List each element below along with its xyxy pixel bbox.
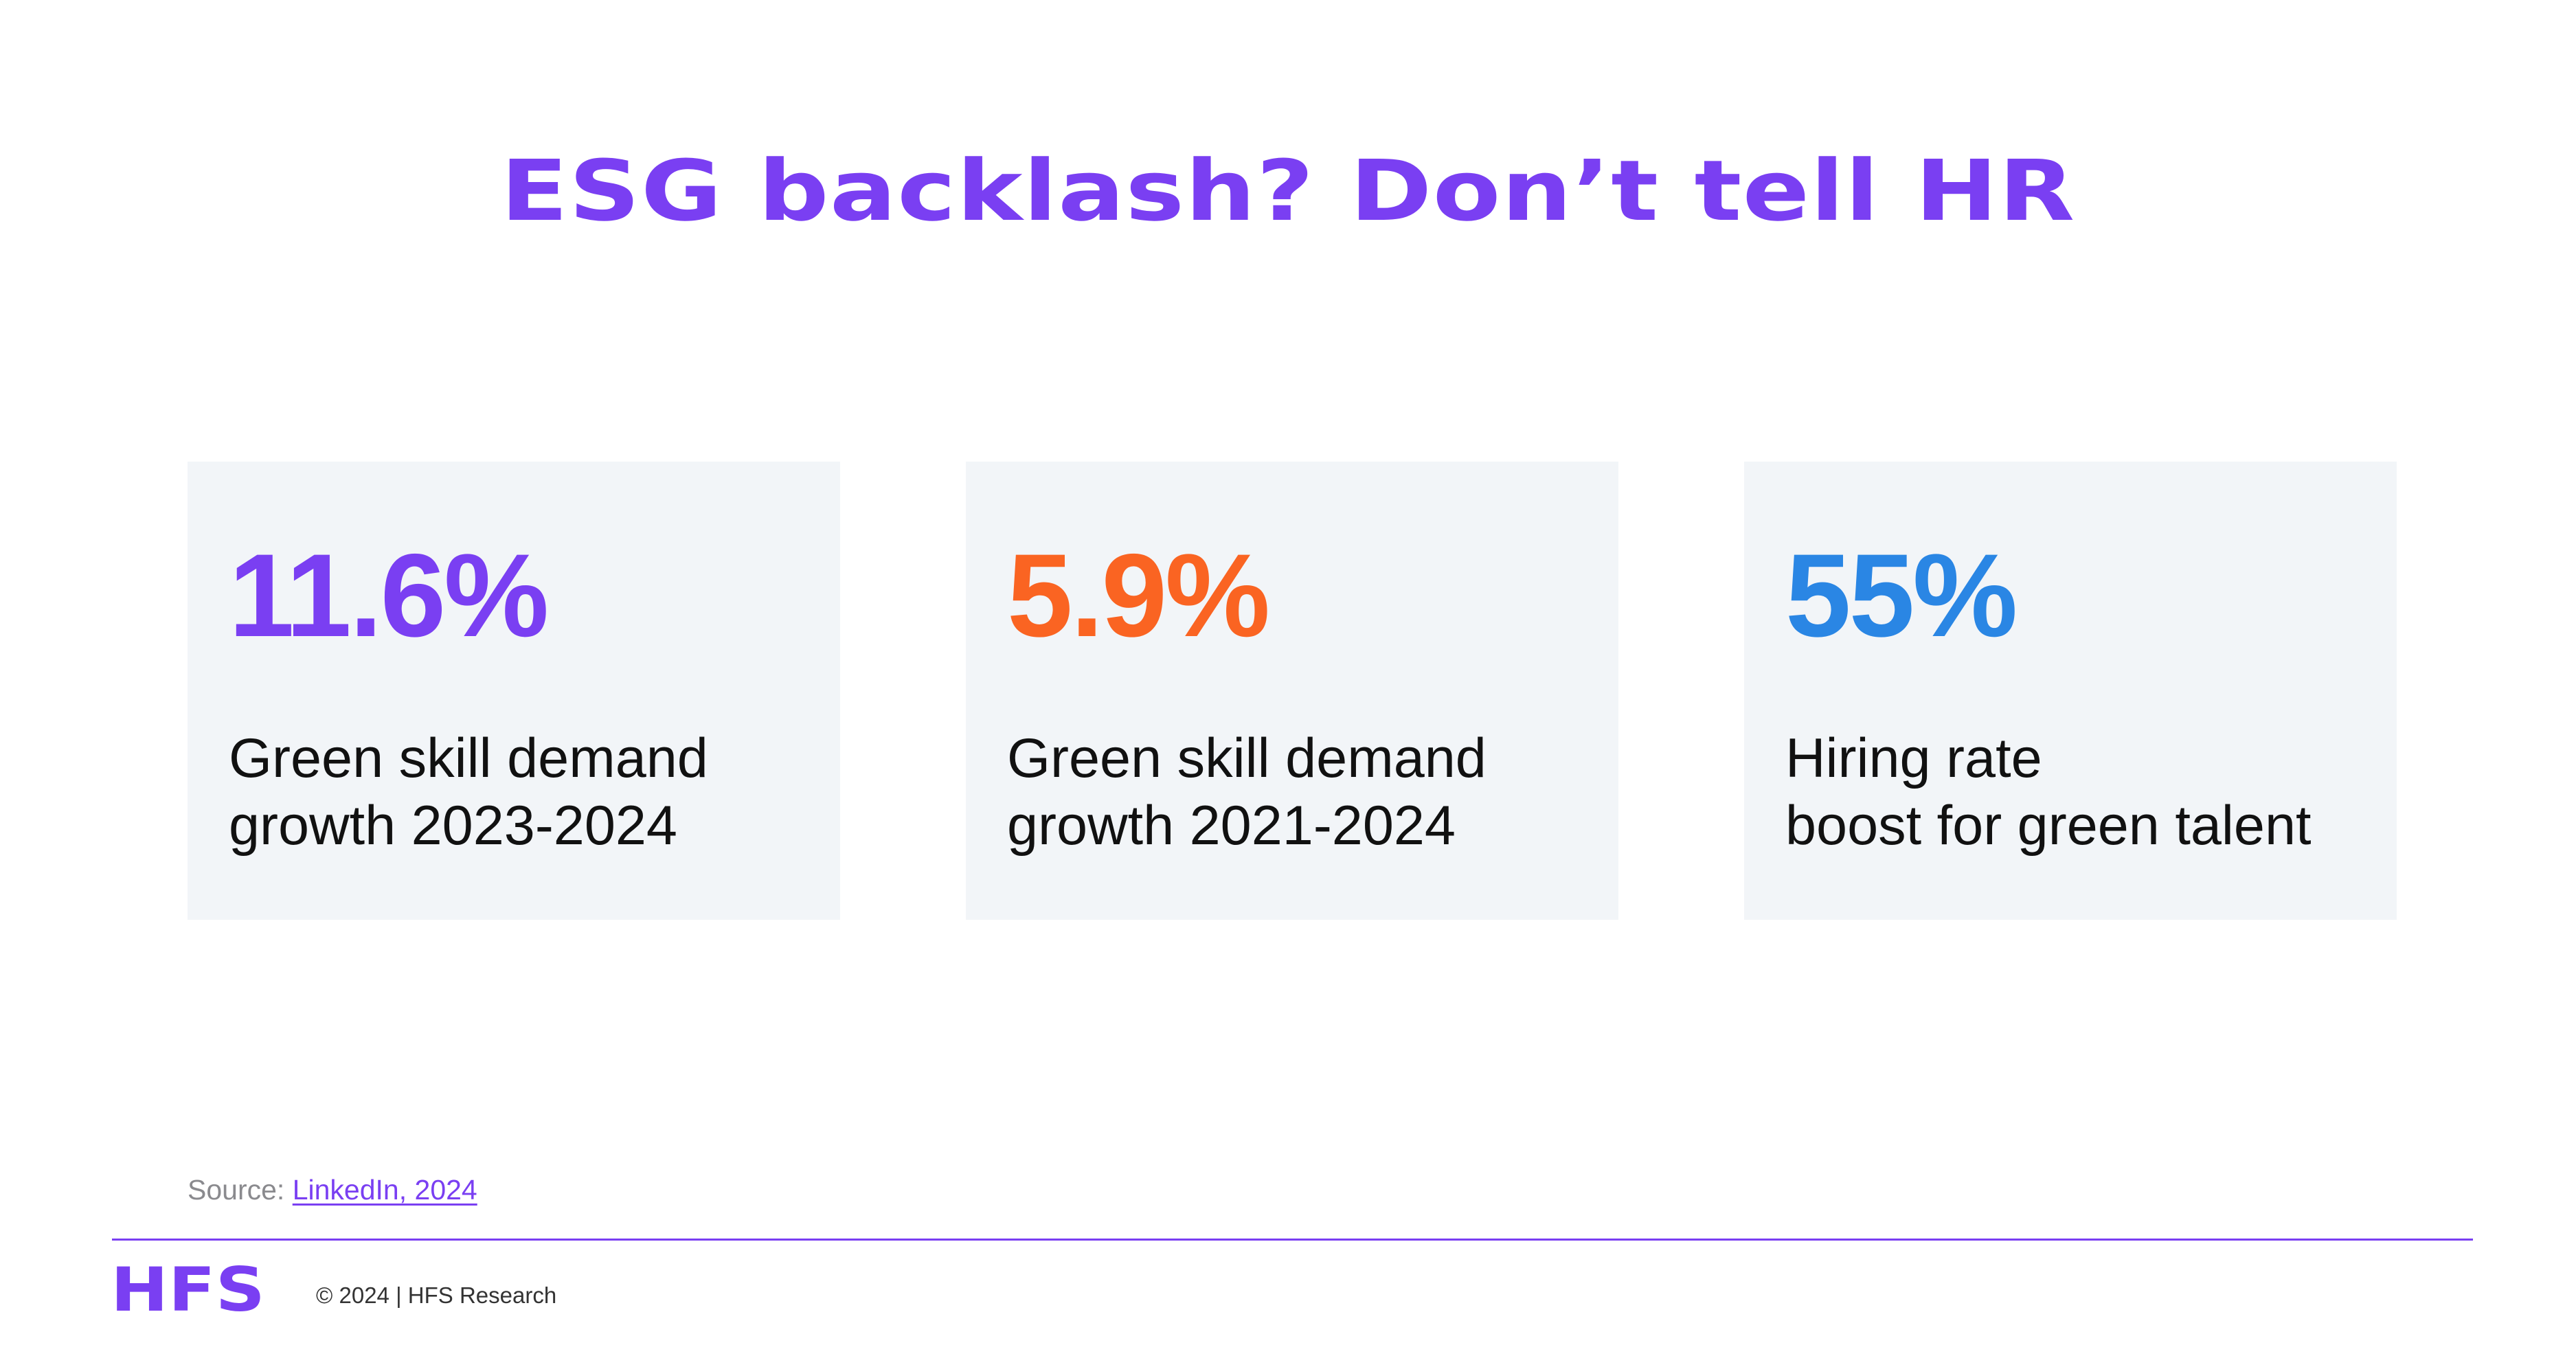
stat-card-hiring-rate: 55% Hiring rate boost for green talent <box>1744 462 2397 920</box>
stat-card-green-skill-2023-2024: 11.6% Green skill demand growth 2023-202… <box>188 462 840 920</box>
stat-description-line: growth 2023-2024 <box>229 795 677 857</box>
stat-description-line: boost for green talent <box>1785 795 2312 857</box>
stat-description-line: Hiring rate <box>1785 727 2042 789</box>
stat-value: 11.6% <box>229 530 549 662</box>
stat-description-line: Green skill demand <box>229 727 708 789</box>
stat-description: Hiring rate boost for green talent <box>1785 725 2390 859</box>
source-link[interactable]: LinkedIn, 2024 <box>292 1174 477 1206</box>
logo-text: HFS <box>111 1264 265 1316</box>
stat-value: 5.9% <box>1007 530 1270 662</box>
stat-description-line: growth 2021-2024 <box>1007 795 1456 857</box>
stat-card-green-skill-2021-2024: 5.9% Green skill demand growth 2021-2024 <box>966 462 1618 920</box>
copyright-text: © 2024 | HFS Research <box>316 1282 557 1308</box>
page-title: ESG backlash? Don’t tell HR <box>500 142 2076 240</box>
stat-description-line: Green skill demand <box>1007 727 1487 789</box>
source-label: Source: <box>188 1174 285 1206</box>
footer-divider <box>112 1239 2473 1241</box>
hfs-logo-icon: HFS <box>111 1264 265 1316</box>
stat-description: Green skill demand growth 2023-2024 <box>229 725 833 859</box>
stat-value: 55% <box>1785 530 2018 662</box>
stat-description: Green skill demand growth 2021-2024 <box>1007 725 1612 859</box>
source-note: Source: LinkedIn, 2024 <box>188 1171 477 1208</box>
